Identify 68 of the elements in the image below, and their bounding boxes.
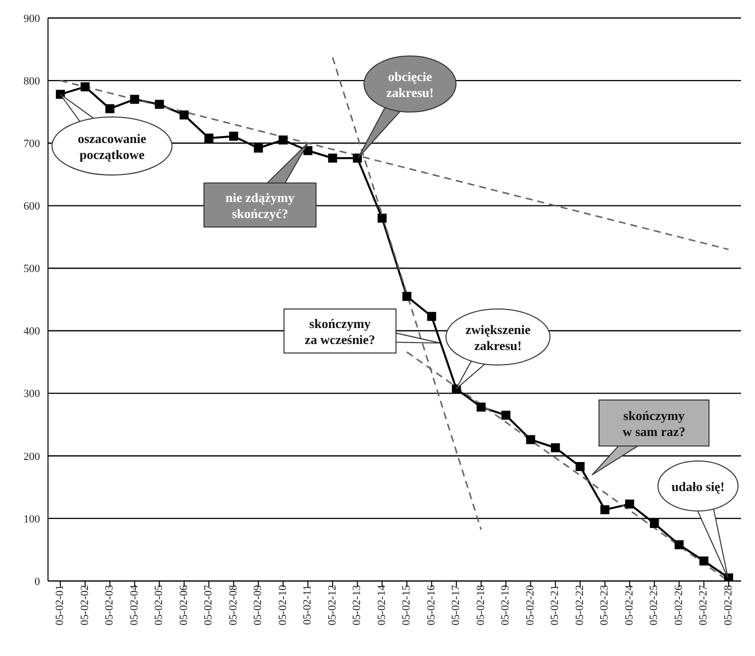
point	[625, 500, 634, 509]
x-tick-label: 05-02-10	[276, 584, 289, 626]
point	[180, 110, 189, 120]
y-tick-label: 0	[34, 576, 40, 588]
y-tick-label: 300	[24, 388, 40, 400]
point	[378, 214, 387, 223]
x-tick-label: 05-02-13	[351, 584, 364, 626]
point	[105, 104, 114, 114]
point	[699, 556, 708, 566]
point	[550, 443, 560, 452]
x-tick-label: 05-02-20	[524, 584, 536, 626]
y-tick-label: 600	[24, 200, 40, 213]
x-tick-label: 05-02-16	[425, 584, 438, 626]
y-tick-label: 200	[24, 450, 40, 463]
point	[204, 134, 214, 143]
x-tick-label: 05-02-12	[326, 585, 338, 626]
x-tick-label: 05-02-08	[227, 584, 240, 626]
point	[427, 312, 436, 321]
annotation: skończymy za wcześnie?	[304, 316, 376, 346]
point	[501, 410, 510, 420]
x-tick-label: 05-02-15	[400, 584, 413, 626]
point	[254, 144, 263, 153]
y-tick-label: 900	[24, 12, 40, 25]
point	[229, 132, 238, 141]
x-tick-label: 05-02-04	[128, 584, 140, 626]
x-tick-label: 05-02-23	[598, 584, 611, 626]
x-tick-label: 05-02-18	[474, 584, 487, 626]
annotation: nie zdążymy skończyć?	[226, 190, 295, 220]
y-tick-label: 400	[24, 326, 40, 338]
point	[328, 154, 338, 163]
x-tick-label: 05-02-03	[104, 584, 116, 626]
x-tick-label: 05-02-25	[648, 584, 660, 626]
x-tick-label: 05-02-05	[153, 584, 166, 626]
annotation: zwiększenie zakresu!	[466, 322, 531, 352]
annotation: oszacowanie początkowe	[78, 130, 147, 162]
x-tick-label: 05-02-27	[698, 584, 710, 626]
x-tick-label: 05-02-02	[78, 585, 91, 626]
x-tick-label: 05-02-28	[722, 584, 734, 626]
x-tick-label: 05-02-14	[376, 584, 388, 626]
x-tick-label: 05-02-17	[450, 584, 462, 626]
point	[674, 540, 684, 550]
y-tick-label: 500	[24, 263, 40, 276]
annotation: skończymy w sam raz?	[622, 408, 686, 438]
point	[130, 94, 140, 104]
x-tick-label: 05-02-11	[302, 585, 314, 625]
x-tick-label: 05-02-26	[672, 584, 685, 626]
point	[80, 82, 90, 92]
x-tick-label: 05-02-01	[54, 585, 66, 626]
point	[476, 402, 486, 412]
point	[650, 518, 659, 528]
x-tick-label: 05-02-09	[252, 584, 264, 626]
point	[278, 135, 288, 144]
point	[576, 462, 585, 472]
x-tick-label: 05-02-19	[500, 584, 512, 626]
point	[154, 100, 164, 109]
y-tick-label: 800	[24, 75, 40, 88]
x-tick-label: 05-02-06	[178, 584, 190, 626]
y-tick-label: 100	[24, 513, 40, 526]
point	[600, 505, 610, 514]
y-tick-label: 700	[24, 138, 40, 150]
x-tick-label: 05-02-24	[623, 584, 636, 626]
annotation: obcięcie zakresu!	[386, 68, 434, 100]
annotation: udało się!	[671, 478, 725, 494]
point	[402, 292, 412, 301]
x-tick-label: 05-02-21	[549, 585, 562, 626]
point	[526, 435, 536, 444]
x-tick-label: 05-02-07	[202, 584, 215, 626]
x-tick-label: 05-02-22	[574, 585, 586, 626]
